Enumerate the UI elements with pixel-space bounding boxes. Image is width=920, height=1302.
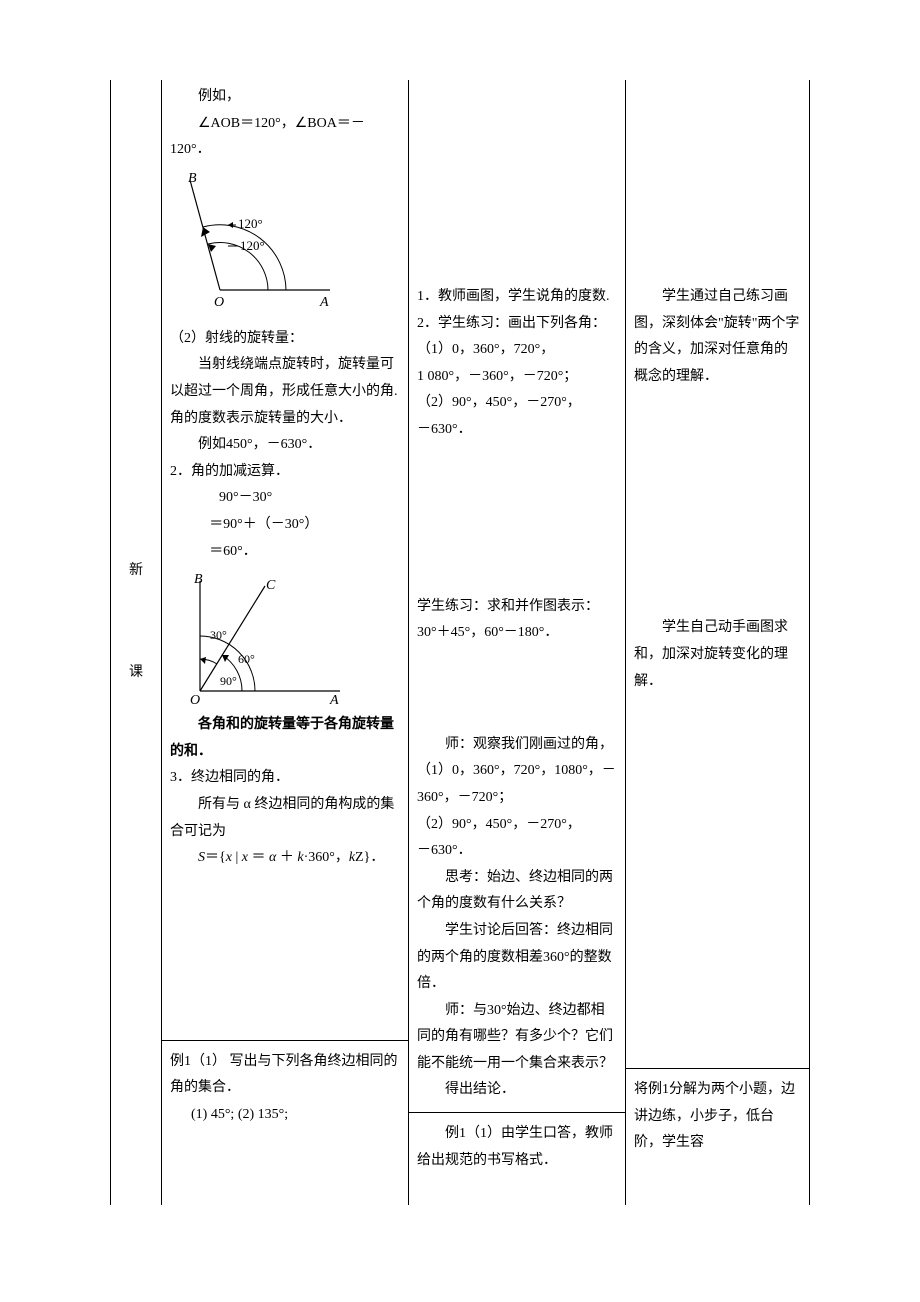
row-divider [162, 1040, 408, 1041]
activity-c-discuss: 学生讨论后回答：终边相同的两个角的度数相差360°的整数倍． [417, 918, 617, 998]
coterminal-p: 所有与 α 终边相同的角构成的集合可记为 [170, 792, 400, 845]
fig1-pos-120: 120° [238, 216, 263, 231]
addsub-line-2: ＝90°＋（－30°） [170, 512, 400, 539]
activity-a2-l3: （2）90°，450°，－270°， [417, 390, 617, 417]
addsub-line-1: 90°－30° [170, 485, 400, 512]
activity-a2-l1: （1）0，360°，720°， [417, 337, 617, 364]
example-1-title: 例1（1） 写出与下列各角终边相同的角的集合． [170, 1049, 400, 1102]
activity-b1: 学生练习：求和并作图表示：30°＋45°，60°－180°． [417, 594, 617, 647]
activity-c-conc: 得出结论． [417, 1077, 617, 1104]
addsub-line-3: ＝60°． [170, 539, 400, 566]
row-divider-3 [626, 1068, 809, 1069]
example-1-items: (1) 45°; (2) 135°; [170, 1102, 400, 1129]
ray-rotation-title: （2）射线的旋转量： [170, 326, 400, 353]
svg-text:C: C [266, 578, 276, 593]
svg-text:90°: 90° [220, 674, 237, 688]
svg-text:B: B [194, 572, 203, 587]
activity-c-l3: －630°． [417, 838, 617, 865]
activity-c-q2: 师：与30°始边、终边都相同的角有哪些？有多少个？它们能不能统一用一个集合来表示… [417, 998, 617, 1078]
svg-text:60°: 60° [238, 652, 255, 666]
activity-cell: 1．教师画图，学生说角的度数. 2．学生练习：画出下列各角： （1）0，360°… [409, 80, 626, 1205]
fig1-label-o: O [214, 295, 224, 310]
activity-c-l1: （1）0，360°，720°，1080°，－360°，－720°； [417, 758, 617, 811]
svg-text:O: O [190, 693, 200, 706]
example-angles: ∠AOB＝120°，∠BOA＝－120°． [170, 111, 400, 164]
coterminal-title: 3．终边相同的角． [170, 765, 400, 792]
section-label-cell: 新 课 [111, 80, 162, 1205]
coterminal-set: S＝{x | x ＝ α ＋ k·360°，kZ}． [170, 845, 400, 872]
activity-c-intro: 师：观察我们刚画过的角， [417, 732, 617, 759]
sum-rule: 各角和的旋转量等于各角旋转量的和． [170, 712, 400, 765]
content-table: 新 课 例如， ∠AOB＝120°，∠BOA＝－120°． B O A 120°… [110, 80, 810, 1205]
intent-cell: 学生通过自己练习画图，深刻体会"旋转"两个字的含义，加深对任意角的概念的理解． … [626, 80, 810, 1205]
activity-a2-l2: 1 080°，－360°，－720°； [417, 364, 617, 391]
fig1-label-b: B [188, 171, 197, 186]
activity-c-l2: （2）90°，450°，－270°， [417, 812, 617, 839]
activity-c-think: 思考：始边、终边相同的两个角的度数有什么关系？ [417, 865, 617, 918]
intent-2: 学生自己动手画图求和，加深对旋转变化的理解． [634, 615, 801, 695]
fig1-neg-120: 120° [240, 238, 265, 253]
label-line-1: 新 [111, 550, 161, 592]
figure-1: B O A 120° 120° [170, 170, 400, 320]
lesson-cell: 例如， ∠AOB＝120°，∠BOA＝－120°． B O A 120° 120… [162, 80, 409, 1205]
example-intro: 例如， [170, 84, 400, 111]
figure-2: B C O A 30° 60° 90° [170, 571, 400, 706]
activity-a2: 2．学生练习：画出下列各角： [417, 311, 617, 338]
svg-text:A: A [329, 693, 339, 706]
activity-d1: 例1（1）由学生口答，教师给出规范的书写格式． [417, 1121, 617, 1174]
fig1-label-a: A [319, 295, 329, 310]
addsub-title: 2．角的加减运算． [170, 459, 400, 486]
intent-1: 学生通过自己练习画图，深刻体会"旋转"两个字的含义，加深对任意角的概念的理解． [634, 284, 801, 390]
activity-a1: 1．教师画图，学生说角的度数. [417, 284, 617, 311]
ray-rotation-p1: 当射线绕端点旋转时，旋转量可以超过一个周角，形成任意大小的角.角的度数表示旋转量… [170, 352, 400, 432]
intent-3: 将例1分解为两个小题，边讲边练，小步子，低台阶，学生容 [634, 1077, 801, 1157]
svg-text:30°: 30° [210, 628, 227, 642]
row-divider-2 [409, 1112, 625, 1113]
label-line-2: 课 [111, 652, 161, 694]
ray-rotation-p2: 例如450°，－630°． [170, 432, 400, 459]
activity-a2-l4: －630°． [417, 417, 617, 444]
